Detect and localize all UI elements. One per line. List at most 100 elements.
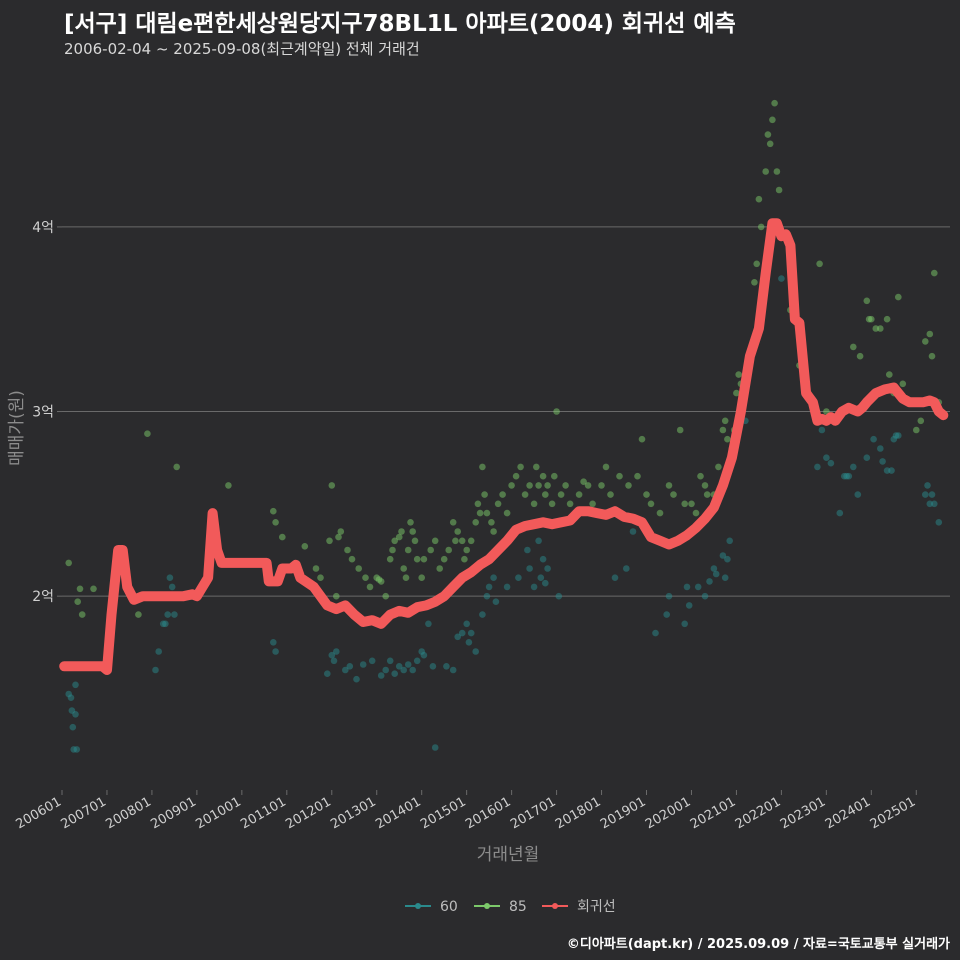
- series-60-point-65: [611, 574, 619, 581]
- series-85-point-53: [463, 546, 471, 554]
- series-85-point-123: [769, 116, 776, 124]
- series-60-point-4: [72, 711, 79, 718]
- series-85-point-124: [771, 99, 778, 107]
- series-60-point-75: [701, 592, 709, 600]
- series-85-point-5: [135, 611, 142, 618]
- series-85-point-64: [499, 491, 506, 498]
- series-60-point-23: [346, 663, 354, 670]
- series-60-point-12: [166, 574, 174, 581]
- series-60-point-17: [272, 648, 279, 655]
- series-85-point-152: [917, 417, 925, 425]
- series-60-point-22: [342, 666, 349, 674]
- x-tick-label-17: 202301: [778, 794, 828, 832]
- series-85-point-126: [775, 186, 783, 194]
- series-60-point-20: [333, 648, 340, 655]
- x-tick-label-0: 200601: [14, 794, 64, 832]
- series-60-point-49: [479, 611, 486, 618]
- series-60-point-73: [685, 602, 693, 609]
- series-85-point-39: [411, 537, 419, 545]
- x-axis-title: 거래년월: [477, 845, 540, 865]
- x-tick-label-6: 201201: [283, 794, 333, 832]
- series-85-point-46: [440, 555, 448, 563]
- x-tick-label-18: 202401: [823, 794, 873, 832]
- series-85-point-62: [490, 528, 497, 535]
- series-60-point-95: [863, 454, 871, 462]
- series-85-point-125: [773, 168, 781, 175]
- series-85-point-87: [598, 482, 605, 489]
- x-tick-label-16: 202201: [733, 794, 783, 832]
- y-tick-label-0: 2억: [32, 589, 54, 605]
- series-85-point-40: [413, 555, 421, 563]
- series-60-point-59: [535, 537, 542, 545]
- y-tick-label-2: 4억: [32, 220, 54, 236]
- series-60-point-52: [490, 574, 497, 581]
- series-85-point-30: [389, 546, 396, 554]
- series-85-point-56: [474, 500, 482, 508]
- x-tick-label-8: 201401: [373, 794, 423, 832]
- series-85-point-9: [270, 507, 277, 515]
- series-85-point-116: [751, 279, 758, 286]
- series-85-point-15: [326, 537, 333, 545]
- series-85-point-145: [883, 315, 891, 323]
- x-tick-label-5: 201101: [238, 794, 288, 832]
- series-85-point-52: [461, 555, 468, 563]
- series-85-point-77: [548, 500, 556, 508]
- series-85-point-76: [544, 482, 551, 489]
- series-60-point-89: [836, 509, 844, 517]
- series-85-point-99: [676, 426, 684, 434]
- series-60-point-86: [818, 426, 826, 434]
- series-85-point-6: [144, 430, 151, 438]
- series-85-point-94: [643, 491, 650, 498]
- series-85-point-68: [517, 463, 524, 471]
- series-85-point-78: [551, 472, 558, 480]
- series-60-point-84: [778, 275, 785, 282]
- series-85-point-134: [816, 260, 823, 268]
- series-85-point-63: [494, 500, 502, 508]
- series-60-point-74: [694, 583, 702, 591]
- series-85-point-69: [521, 491, 529, 498]
- series-60-point-32: [400, 666, 408, 674]
- series-60-point-58: [530, 583, 538, 591]
- series-85-point-151: [913, 426, 920, 434]
- series-60-point-81: [724, 555, 731, 563]
- series-85-point-153: [922, 338, 929, 345]
- series-85-point-85: [584, 482, 592, 489]
- x-tick-label-9: 201501: [418, 794, 468, 832]
- series-85-point-18: [337, 528, 345, 535]
- series-60-point-71: [681, 620, 688, 628]
- series-85-point-104: [701, 482, 709, 489]
- series-60-point-46: [465, 639, 473, 646]
- series-85-point-49: [452, 537, 459, 545]
- regression-line-layer: [59, 218, 949, 675]
- series-85-point-86: [589, 500, 596, 508]
- series-85-point-71: [530, 500, 538, 508]
- series-60-point-55: [515, 574, 522, 581]
- series-60-point-94: [854, 491, 862, 498]
- series-60-point-16: [270, 639, 277, 646]
- series-85-point-154: [926, 330, 934, 338]
- series-60-point-30: [391, 670, 399, 677]
- series-60-point-21: [324, 670, 331, 677]
- legend-item-regression: 회귀선: [542, 899, 616, 915]
- chart-subtitle: 2006-02-04 ~ 2025-09-08(최근계약일) 전체 거래건: [64, 40, 420, 58]
- series-60-point-44: [458, 629, 466, 637]
- series-85-point-24: [366, 583, 374, 591]
- series-60-point-60: [537, 574, 545, 581]
- series-85-point-89: [607, 491, 614, 498]
- x-tick-label-4: 201001: [193, 794, 243, 832]
- series-85-point-29: [386, 555, 394, 563]
- series-85-point-7: [173, 463, 180, 471]
- series-85-point-156: [931, 269, 938, 277]
- series-60-point-29: [386, 657, 394, 665]
- series-85-point-17: [335, 533, 342, 541]
- series-85-point-102: [692, 509, 700, 517]
- series-85-point-60: [483, 509, 491, 517]
- series-60-point-35: [413, 657, 421, 665]
- series-85-point-148: [895, 293, 902, 301]
- series-85-point-8: [225, 482, 232, 489]
- series-85-point-1: [76, 585, 84, 593]
- series-85-point-19: [333, 592, 340, 600]
- series-60-point-88: [827, 459, 835, 467]
- series-85-point-98: [670, 491, 677, 498]
